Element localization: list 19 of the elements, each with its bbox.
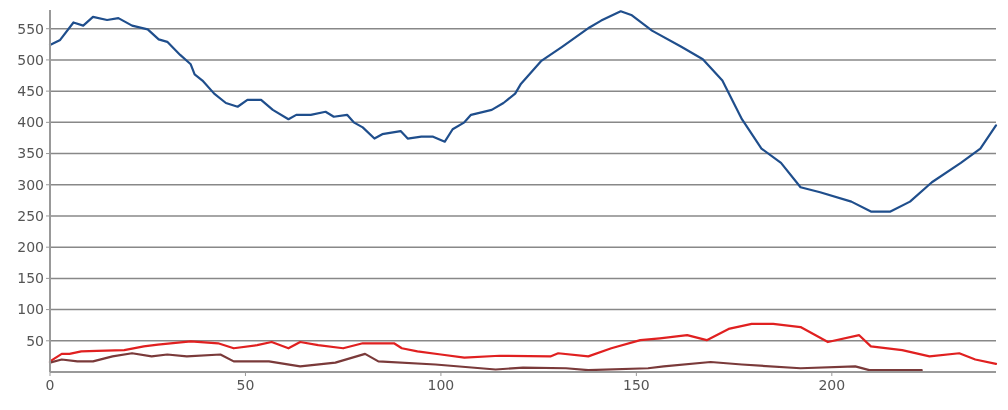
x-tick-label: 150 (623, 377, 650, 393)
y-tick-label: 500 (17, 51, 44, 68)
y-tick-label: 350 (17, 145, 44, 162)
y-tick-label: 550 (17, 20, 44, 37)
x-tick-label: 50 (236, 377, 255, 393)
y-tick-label: 100 (17, 301, 44, 318)
y-tick-label: 150 (17, 270, 44, 287)
y-tick-label: 200 (17, 239, 44, 256)
y-tick-label: 400 (17, 114, 44, 131)
line-series (48, 322, 998, 365)
y-tick-label: 300 (17, 176, 44, 193)
x-tick-label: 200 (818, 377, 846, 393)
y-tick-label: 50 (26, 332, 44, 349)
line-series (48, 10, 998, 213)
x-tick-label: 0 (45, 377, 55, 393)
x-tick-label: 100 (427, 377, 455, 393)
y-tick-label: 250 (17, 207, 44, 224)
y-tick-label: 450 (17, 83, 44, 100)
line-series (48, 352, 923, 372)
